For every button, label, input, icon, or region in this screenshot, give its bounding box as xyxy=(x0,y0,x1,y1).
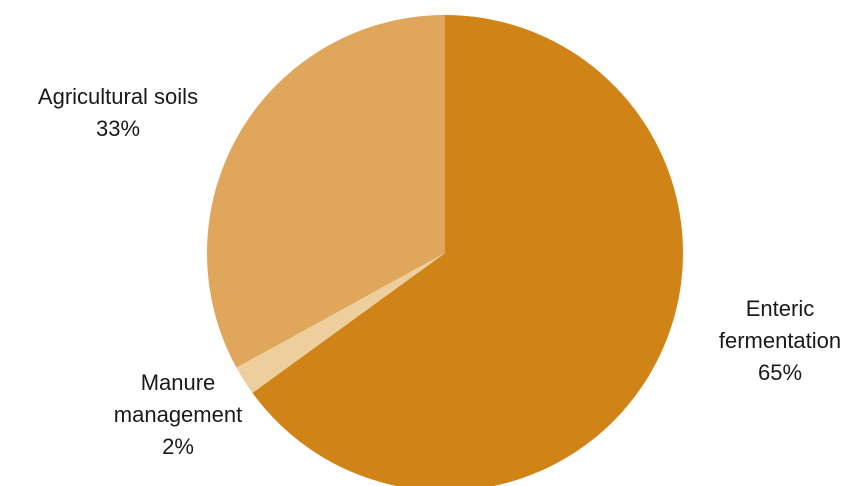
slice-label-agricultural-soils: Agricultural soils 33% xyxy=(38,84,198,141)
slice-name-label: Enteric xyxy=(746,296,814,321)
pie-slice-manure-management xyxy=(236,253,445,393)
slice-name-label: Agricultural soils xyxy=(38,84,198,109)
slice-label-enteric-fermentation: Enteric fermentation 65% xyxy=(719,296,841,385)
pie-slice-agricultural-soils xyxy=(206,15,445,368)
slice-label-manure-management: Manure management 2% xyxy=(114,370,242,459)
pie-slices xyxy=(206,15,683,486)
slice-percent-label: 2% xyxy=(162,434,194,459)
slice-name-label: management xyxy=(114,402,242,427)
slice-name-label: Manure xyxy=(141,370,216,395)
pie-slice-enteric-fermentation xyxy=(252,15,683,486)
slice-name-label: fermentation xyxy=(719,328,841,353)
slice-percent-label: 33% xyxy=(96,116,140,141)
slice-percent-label: 65% xyxy=(758,360,802,385)
pie-labels: Enteric fermentation 65% Manure management 2%… xyxy=(38,84,841,459)
